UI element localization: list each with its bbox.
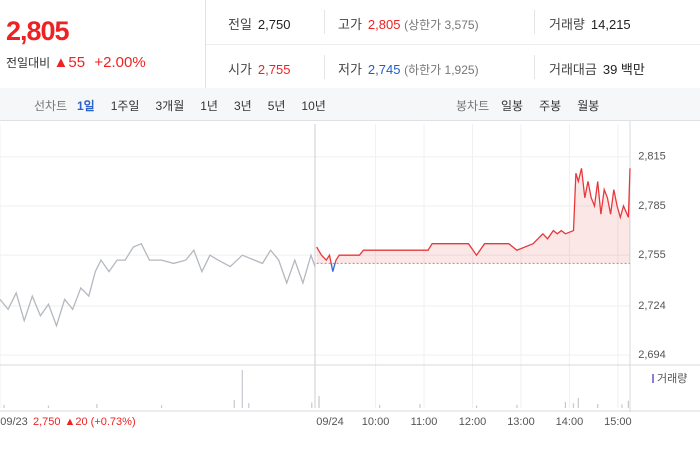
volume-bar — [572, 403, 575, 408]
separator — [324, 55, 325, 79]
stat-label: 시가 — [228, 62, 252, 77]
stat: 저가 2,745 (하한가 1,925) — [338, 59, 479, 78]
x-tick-label: 14:00 — [556, 416, 584, 428]
tab-group-label: 봉차트 — [456, 99, 490, 113]
x-tick-label: 09/23 — [0, 416, 28, 428]
stat-label: 저가 — [338, 62, 362, 77]
stat-value: 39 백만 — [602, 62, 645, 77]
change-line: 전일대비 ▲55 +2.00% — [6, 54, 146, 71]
volume-bar — [419, 404, 421, 408]
stat: 거래대금 39 백만 — [549, 59, 645, 78]
tab[interactable]: 10년 — [301, 99, 326, 113]
volume-bar — [516, 404, 518, 408]
price-line — [316, 168, 631, 272]
stat-value: 14,215 — [590, 17, 631, 32]
stat-label: 고가 — [338, 17, 362, 32]
volume-bar — [577, 398, 579, 408]
stat: 전일 2,750 — [228, 14, 290, 33]
stats: 전일 2,750 고가 2,805 (상한가 3,575) 거래량 14,215 시가… — [206, 0, 700, 88]
volume-bar — [597, 404, 599, 408]
change-rate: +2.00% — [94, 54, 146, 71]
x-tick-label: 13:00 — [507, 416, 535, 428]
y-tick-label: 2,785 — [638, 200, 666, 212]
period-tabs: 선차트 봉차트 1일 1주일 3개월 1년 3년 5년 10년 일봉 주봉 월봉 — [0, 88, 700, 121]
stats-row: 전일 2,750 고가 2,805 (상한가 3,575) 거래량 14,215 — [206, 0, 700, 44]
volume-bar — [160, 405, 163, 408]
change-label: 전일대비 — [6, 56, 51, 70]
y-tick-label: 2,815 — [638, 151, 666, 163]
stat: 거래량 14,215 — [549, 14, 631, 33]
x-tick-label: 11:00 — [411, 416, 438, 428]
tab[interactable]: 5년 — [267, 99, 286, 113]
separator — [534, 55, 535, 79]
volume-bar — [311, 402, 313, 408]
y-tick-label: 2,755 — [638, 249, 666, 261]
volume-bar — [241, 370, 243, 408]
current-price: 2,805 — [6, 16, 70, 46]
area — [316, 168, 630, 272]
legend-swatch — [652, 374, 654, 383]
separator — [534, 10, 535, 34]
legend-label: 거래량 — [657, 372, 687, 385]
stat-value: 2,805 — [367, 17, 401, 32]
volume-bar — [318, 396, 320, 408]
volume-bar — [621, 404, 623, 408]
price-line — [0, 242, 316, 328]
x-tick-label: 10:00 — [362, 416, 390, 428]
change-amount: 55 — [68, 54, 86, 71]
x-tick-label: 09/24 — [316, 416, 344, 428]
volume-bar — [248, 403, 250, 408]
volume-bar — [233, 400, 235, 408]
price-box: 2,805 전일대비 ▲55 +2.00% — [0, 0, 206, 88]
volume-bar — [475, 405, 478, 408]
stat-value: 2,755 — [257, 62, 291, 77]
volume-bar — [627, 400, 629, 408]
x-tick-label: 15:00 — [604, 416, 632, 428]
prev-info-part: 2,750 — [33, 416, 61, 428]
tab[interactable]: 1주일 — [110, 99, 140, 113]
change-value: ▲55 — [53, 54, 86, 71]
stat-label: 전일 — [228, 17, 252, 32]
prev-info-part: 20 — [75, 416, 87, 428]
stats-row: 시가 2,755 저가 2,745 (하한가 1,925) 거래대금 39 백만 — [206, 44, 700, 89]
tab[interactable]: 1일 — [77, 99, 95, 113]
quote-header: 2,805 전일대비 ▲55 +2.00% 전일 2,750 고가 2,805 (상… — [0, 0, 700, 89]
x-tick-label: 12:00 — [459, 416, 487, 428]
y-tick-label: 2,694 — [638, 349, 666, 361]
prev-info: 2,750 ▲20 (+0.73%) — [33, 416, 136, 428]
stat-label: 거래량 — [549, 17, 585, 32]
stat: 시가 2,755 — [228, 59, 290, 78]
separator — [324, 10, 325, 34]
up-arrow: ▲ — [65, 416, 76, 428]
volume-bar — [96, 404, 98, 408]
volume-bar — [3, 404, 5, 408]
tab[interactable]: 주봉 — [539, 99, 562, 113]
stat-note: (상한가 3,575) — [404, 18, 479, 32]
stat-value: 2,745 — [367, 62, 401, 77]
tab[interactable]: 3년 — [233, 99, 252, 113]
tab-group-label: 선차트 — [34, 99, 68, 113]
volume-bar — [47, 405, 50, 408]
stat: 고가 2,805 (상한가 3,575) — [338, 14, 479, 33]
tab[interactable]: 일봉 — [501, 99, 524, 113]
stat-label: 거래대금 — [549, 62, 597, 77]
volume-bar — [379, 404, 381, 408]
stat-note: (하한가 1,925) — [404, 63, 479, 77]
tab[interactable]: 1년 — [200, 99, 218, 113]
prev-info-rate: (+0.73%) — [91, 416, 136, 428]
volume-bar — [564, 402, 566, 408]
tab[interactable]: 월봉 — [577, 99, 600, 113]
stat-value: 2,750 — [257, 17, 291, 32]
y-tick-label: 2,724 — [638, 300, 666, 312]
tab[interactable]: 3개월 — [155, 99, 185, 113]
